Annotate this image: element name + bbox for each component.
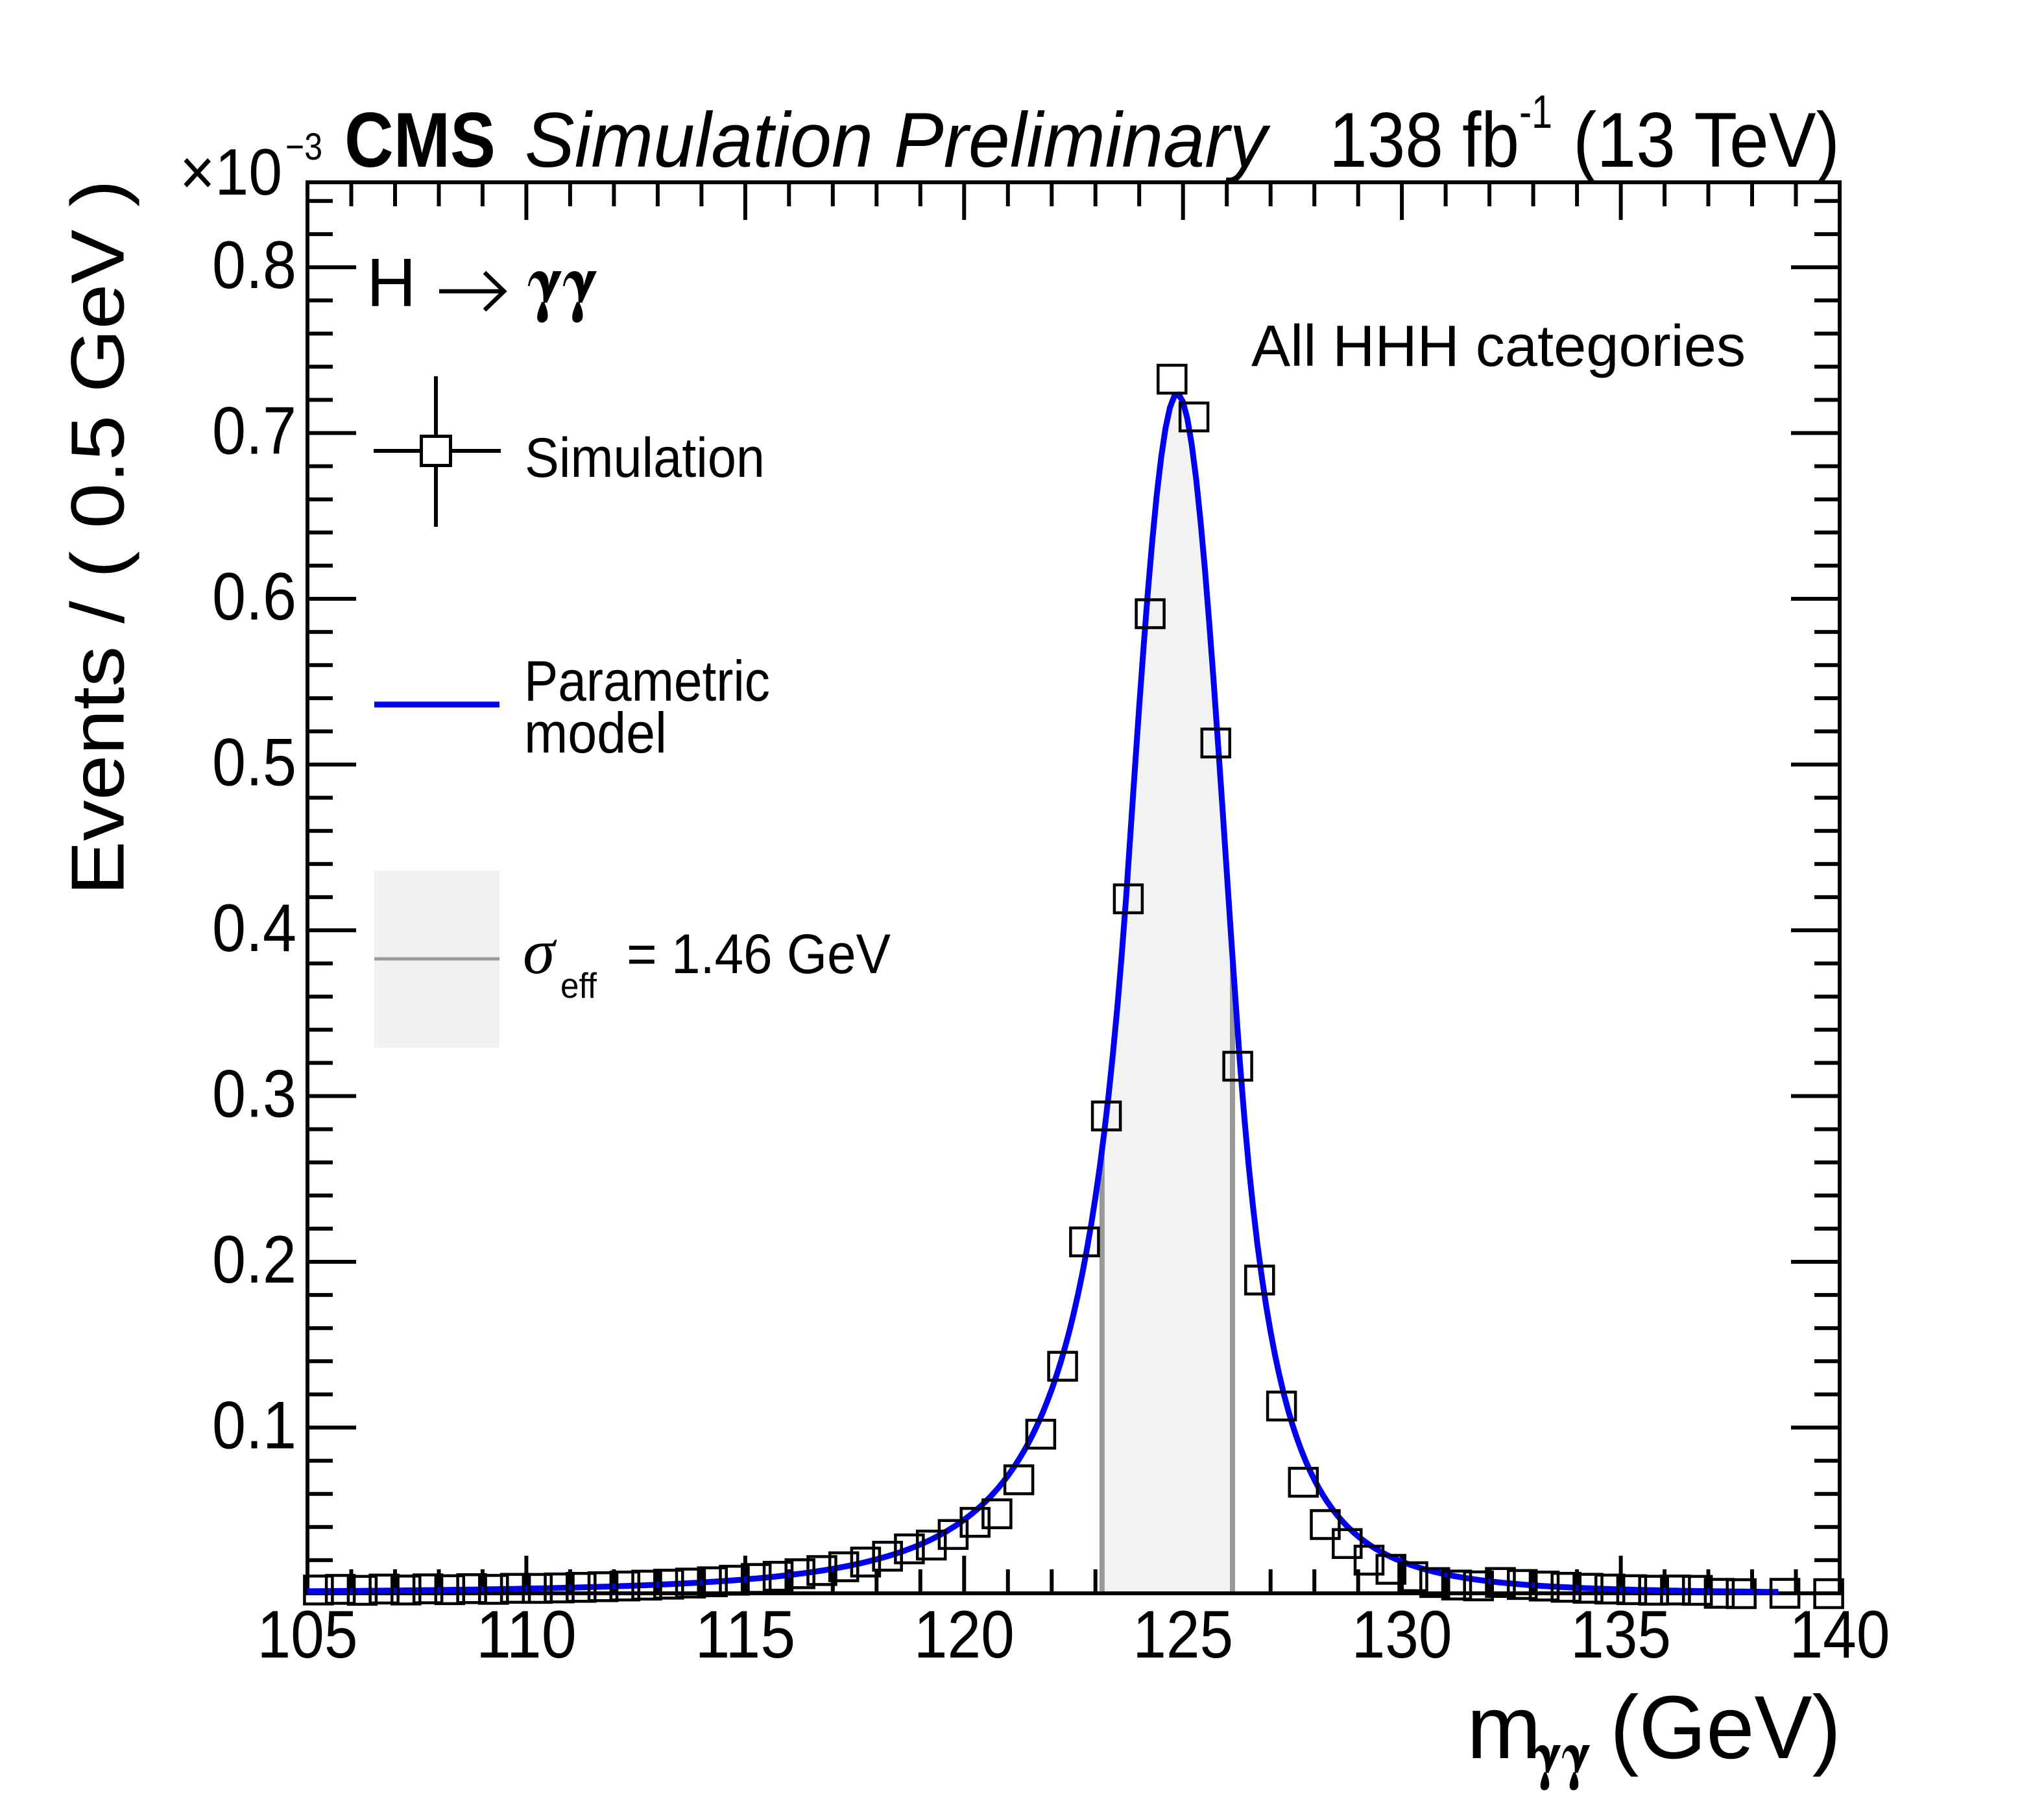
svg-text:-1: -1 <box>1519 86 1552 138</box>
svg-text:135: 135 <box>1570 1597 1671 1672</box>
svg-text:(GeV): (GeV) <box>1610 1678 1841 1778</box>
svg-text:138 fb: 138 fb <box>1329 97 1519 184</box>
svg-text:Events / ( 0.5 GeV ): Events / ( 0.5 GeV ) <box>56 180 140 895</box>
svg-text:115: 115 <box>695 1597 795 1672</box>
svg-text:×10: ×10 <box>180 136 282 209</box>
svg-text:0.1: 0.1 <box>212 1388 296 1464</box>
svg-text:Parametric: Parametric <box>524 649 770 713</box>
svg-text:model: model <box>524 701 667 765</box>
svg-text:105: 105 <box>258 1597 358 1672</box>
svg-text:0.6: 0.6 <box>212 559 296 634</box>
svg-text:= 1.46 GeV: = 1.46 GeV <box>627 923 891 985</box>
svg-text:130: 130 <box>1352 1597 1452 1672</box>
svg-text:0.2: 0.2 <box>212 1222 296 1297</box>
svg-text:−3: −3 <box>285 126 322 168</box>
svg-text:0.8: 0.8 <box>212 228 296 303</box>
svg-text:120: 120 <box>914 1597 1015 1672</box>
svg-text:Simulation: Simulation <box>525 427 765 489</box>
svg-text:125: 125 <box>1133 1597 1233 1672</box>
svg-text:0.5: 0.5 <box>212 725 296 801</box>
svg-text:CMS: CMS <box>344 97 496 184</box>
svg-text:H: H <box>367 245 416 321</box>
svg-text:Simulation Preliminary: Simulation Preliminary <box>525 97 1271 184</box>
svg-text:140: 140 <box>1790 1597 1890 1672</box>
svg-text:All HHH categories: All HHH categories <box>1251 314 1746 379</box>
svg-text:(13 TeV): (13 TeV) <box>1573 97 1840 184</box>
svg-text:0.7: 0.7 <box>212 394 296 469</box>
svg-text:σ: σ <box>523 915 557 987</box>
svg-text:0.4: 0.4 <box>212 891 296 966</box>
svg-text:110: 110 <box>476 1597 577 1672</box>
svg-text:0.3: 0.3 <box>212 1057 296 1132</box>
svg-text:m: m <box>1467 1678 1541 1778</box>
svg-text:eff: eff <box>560 965 597 1006</box>
